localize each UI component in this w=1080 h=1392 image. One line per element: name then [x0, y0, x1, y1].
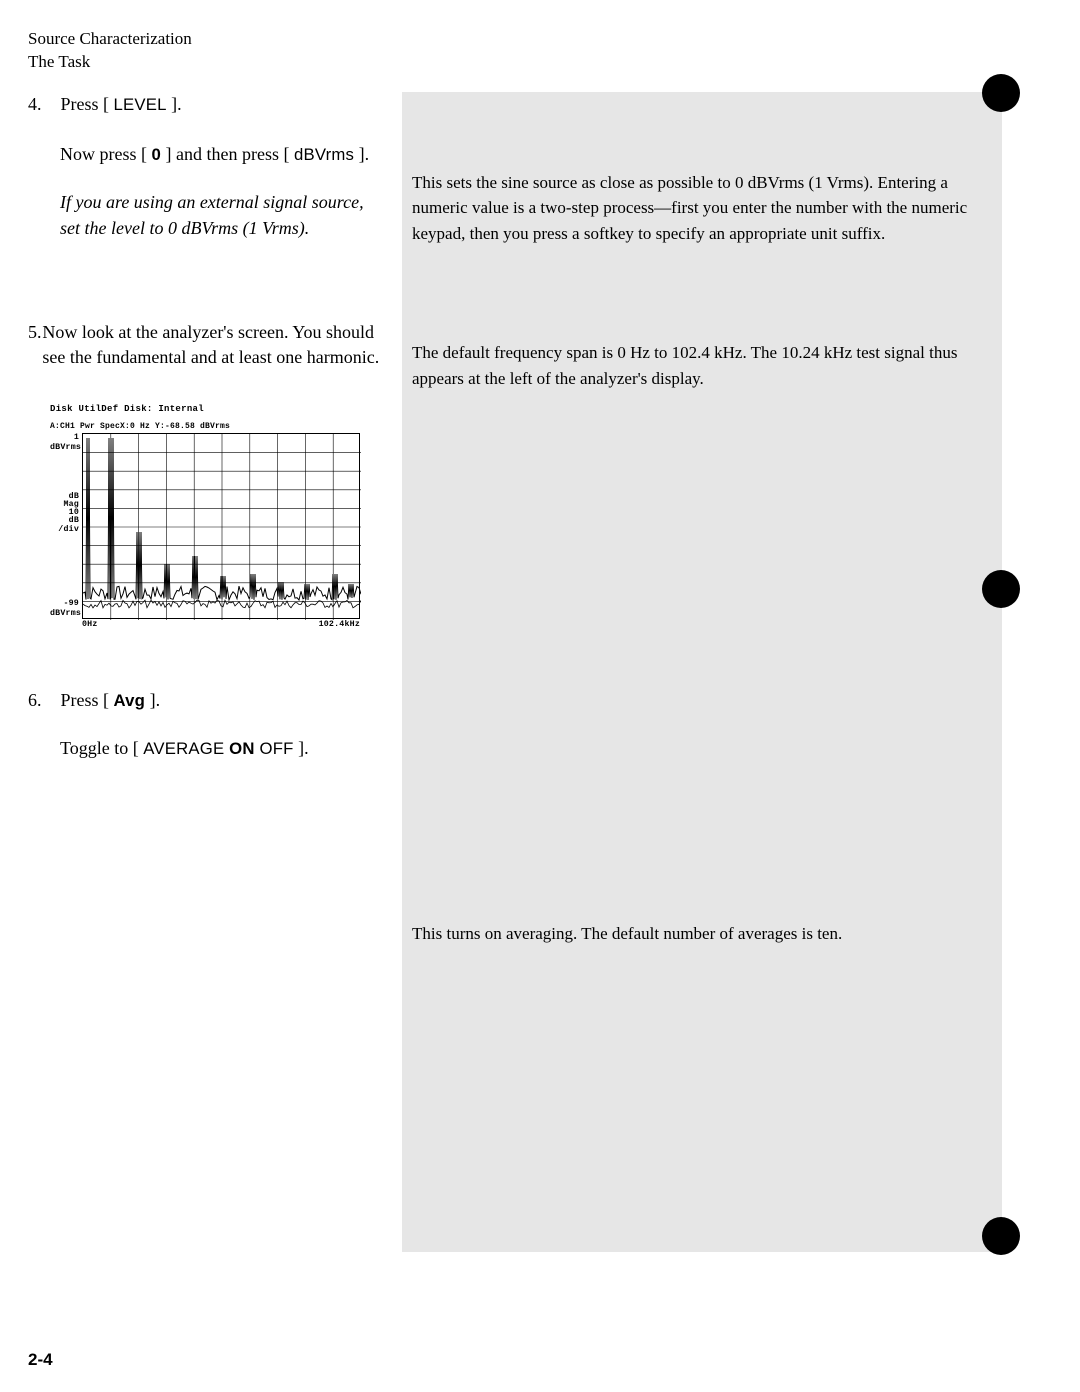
step-4-num: 4. — [28, 92, 56, 117]
level-key: LEVEL — [114, 95, 167, 114]
x-left: 0Hz — [82, 620, 98, 630]
analyzer-screenshot: Disk UtilDef Disk: Internal A:CH1 Pwr Sp… — [50, 404, 368, 630]
step-4-head-b: ]. — [167, 94, 182, 114]
average-key-off: OFF — [255, 739, 294, 758]
scr-header: A:CH1 Pwr SpecX:0 Hz Y:-68.58 dBVrms — [50, 422, 368, 432]
s4-p1a: Now press [ — [60, 144, 152, 164]
avg-key: Avg — [114, 691, 146, 710]
right-column: This sets the sine source as close as po… — [402, 92, 1002, 1252]
step-6-num: 6. — [28, 688, 56, 713]
step-6-p1: Toggle to [ AVERAGE ON OFF ]. — [60, 735, 388, 761]
x-right: 102.4kHz — [319, 620, 360, 630]
step-4-p1: Now press [ 0 ] and then press [ dBVrms … — [60, 141, 388, 167]
spectrum-plot — [82, 433, 360, 619]
y-bot: -99 dBVrms — [50, 599, 79, 619]
s4-p1c: ]. — [354, 144, 369, 164]
step-5-body: Now look at the analyzer's screen. You s… — [42, 320, 388, 370]
page-header: Source Characterization The Task — [28, 28, 1052, 74]
zero-key: 0 — [152, 145, 162, 164]
callout-5: The default frequency span is 0 Hz to 10… — [412, 340, 992, 391]
y-mid: dB Mag 10 dB /div — [50, 493, 79, 534]
header-line-1: Source Characterization — [28, 28, 1052, 51]
callout-4: This sets the sine source as close as po… — [412, 170, 992, 247]
sidebar-box: This sets the sine source as close as po… — [402, 92, 1002, 1252]
step-4-p2: If you are using an external signal sour… — [60, 189, 388, 241]
page-number: 2-4 — [28, 1350, 53, 1370]
step-4-head-a: Press [ — [61, 94, 114, 114]
s6-hb: ]. — [145, 690, 160, 710]
s4-p1b: ] and then press [ — [161, 144, 294, 164]
step-6: 6. Press [ Avg ]. Toggle to [ AVERAGE ON… — [28, 688, 388, 761]
y-top: 1 dBVrms — [50, 433, 79, 453]
step-5: 5. Now look at the analyzer's screen. Yo… — [28, 320, 388, 370]
dbvrms-key: dBVrms — [294, 145, 354, 164]
header-line-2: The Task — [28, 51, 1052, 74]
s6-ha: Press [ — [61, 690, 114, 710]
hole-punch-dot — [982, 1217, 1020, 1255]
step-5-num: 5. — [28, 320, 42, 370]
s6-p1a: Toggle to [ — [60, 738, 143, 758]
hole-punch-dot — [982, 74, 1020, 112]
average-key-on: ON — [229, 739, 255, 758]
step-4: 4. Press [ LEVEL ]. Now press [ 0 ] and … — [28, 92, 388, 242]
hole-punch-dot — [982, 570, 1020, 608]
left-column: 4. Press [ LEVEL ]. Now press [ 0 ] and … — [28, 92, 388, 1252]
average-key-a: AVERAGE — [143, 739, 229, 758]
scr-title: Disk UtilDef Disk: Internal — [50, 404, 368, 415]
s6-p1b: ]. — [294, 738, 309, 758]
callout-6: This turns on averaging. The default num… — [412, 921, 992, 947]
